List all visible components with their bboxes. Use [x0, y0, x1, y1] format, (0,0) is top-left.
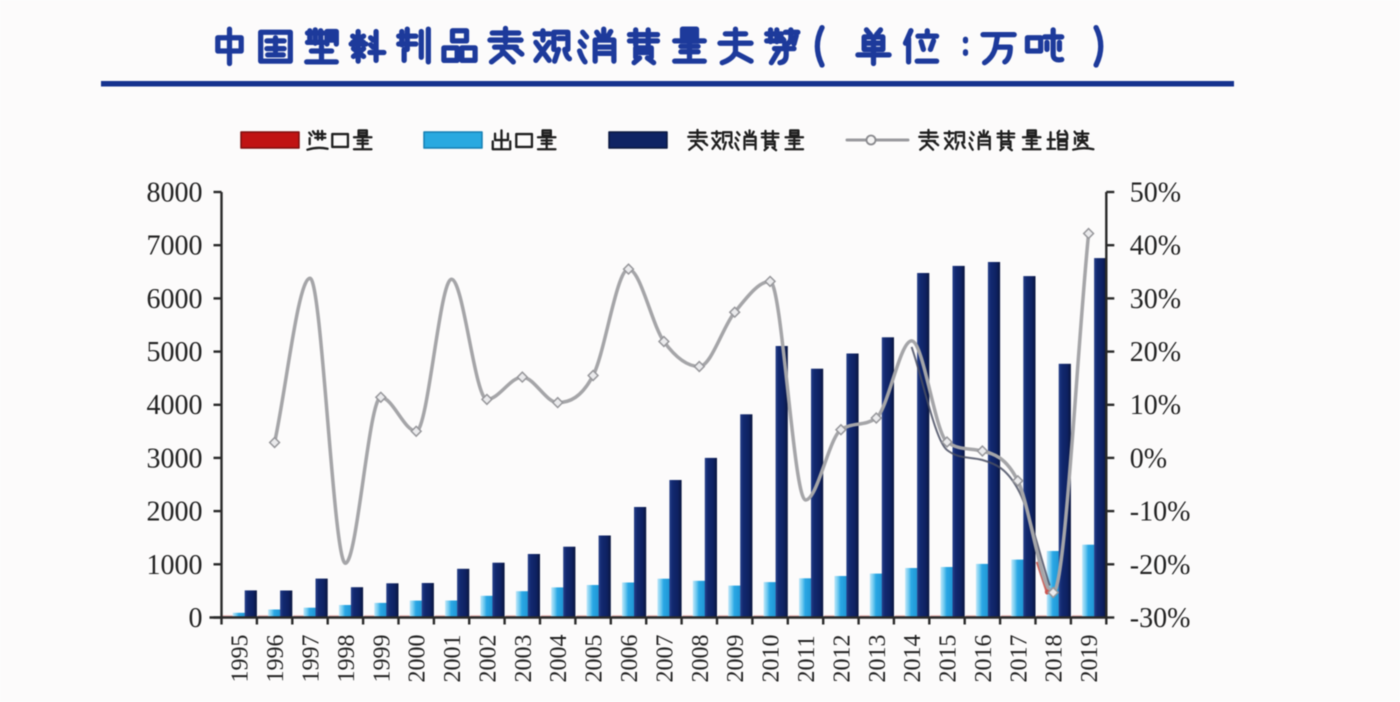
svg-text:2008: 2008: [688, 635, 714, 683]
svg-text:2019: 2019: [1077, 635, 1103, 683]
svg-text:1000: 1000: [147, 550, 203, 581]
svg-text:7000: 7000: [147, 231, 203, 262]
svg-text:1997: 1997: [299, 635, 325, 683]
svg-text:-10%: -10%: [1130, 497, 1191, 528]
svg-text:0: 0: [189, 603, 203, 634]
svg-text:2000: 2000: [405, 635, 431, 683]
svg-text:2010: 2010: [759, 635, 785, 683]
svg-text:-20%: -20%: [1130, 550, 1191, 581]
svg-text:2000: 2000: [147, 497, 203, 528]
svg-text:2011: 2011: [794, 635, 820, 682]
svg-text:2013: 2013: [865, 635, 891, 683]
svg-text:2002: 2002: [475, 635, 501, 683]
svg-text:30%: 30%: [1130, 284, 1181, 315]
svg-text:0%: 0%: [1130, 443, 1167, 474]
svg-text:4000: 4000: [147, 390, 203, 421]
svg-text:2016: 2016: [971, 635, 997, 683]
svg-text:2004: 2004: [546, 635, 572, 683]
svg-text:3000: 3000: [147, 443, 203, 474]
svg-text:2012: 2012: [829, 635, 855, 683]
svg-text:20%: 20%: [1130, 337, 1181, 368]
svg-text:8000: 8000: [147, 178, 203, 209]
svg-text:2001: 2001: [440, 635, 466, 683]
svg-text:2014: 2014: [900, 635, 926, 683]
svg-text:2007: 2007: [652, 635, 678, 683]
svg-text:1998: 1998: [334, 635, 360, 683]
svg-text:6000: 6000: [147, 284, 203, 315]
svg-text:40%: 40%: [1130, 231, 1181, 262]
svg-text:2005: 2005: [582, 635, 608, 683]
svg-text:1999: 1999: [369, 635, 395, 683]
svg-text:10%: 10%: [1130, 390, 1181, 421]
svg-text:2017: 2017: [1006, 635, 1032, 683]
svg-text:50%: 50%: [1130, 178, 1181, 209]
svg-text:2006: 2006: [617, 635, 643, 683]
svg-text:2003: 2003: [511, 635, 537, 683]
svg-text:2009: 2009: [723, 635, 749, 683]
svg-text:1995: 1995: [228, 635, 254, 683]
svg-text:-30%: -30%: [1130, 603, 1191, 634]
svg-text:2018: 2018: [1042, 635, 1068, 683]
svg-text:1996: 1996: [263, 635, 289, 683]
svg-text:2015: 2015: [936, 635, 962, 683]
svg-text:5000: 5000: [147, 337, 203, 368]
